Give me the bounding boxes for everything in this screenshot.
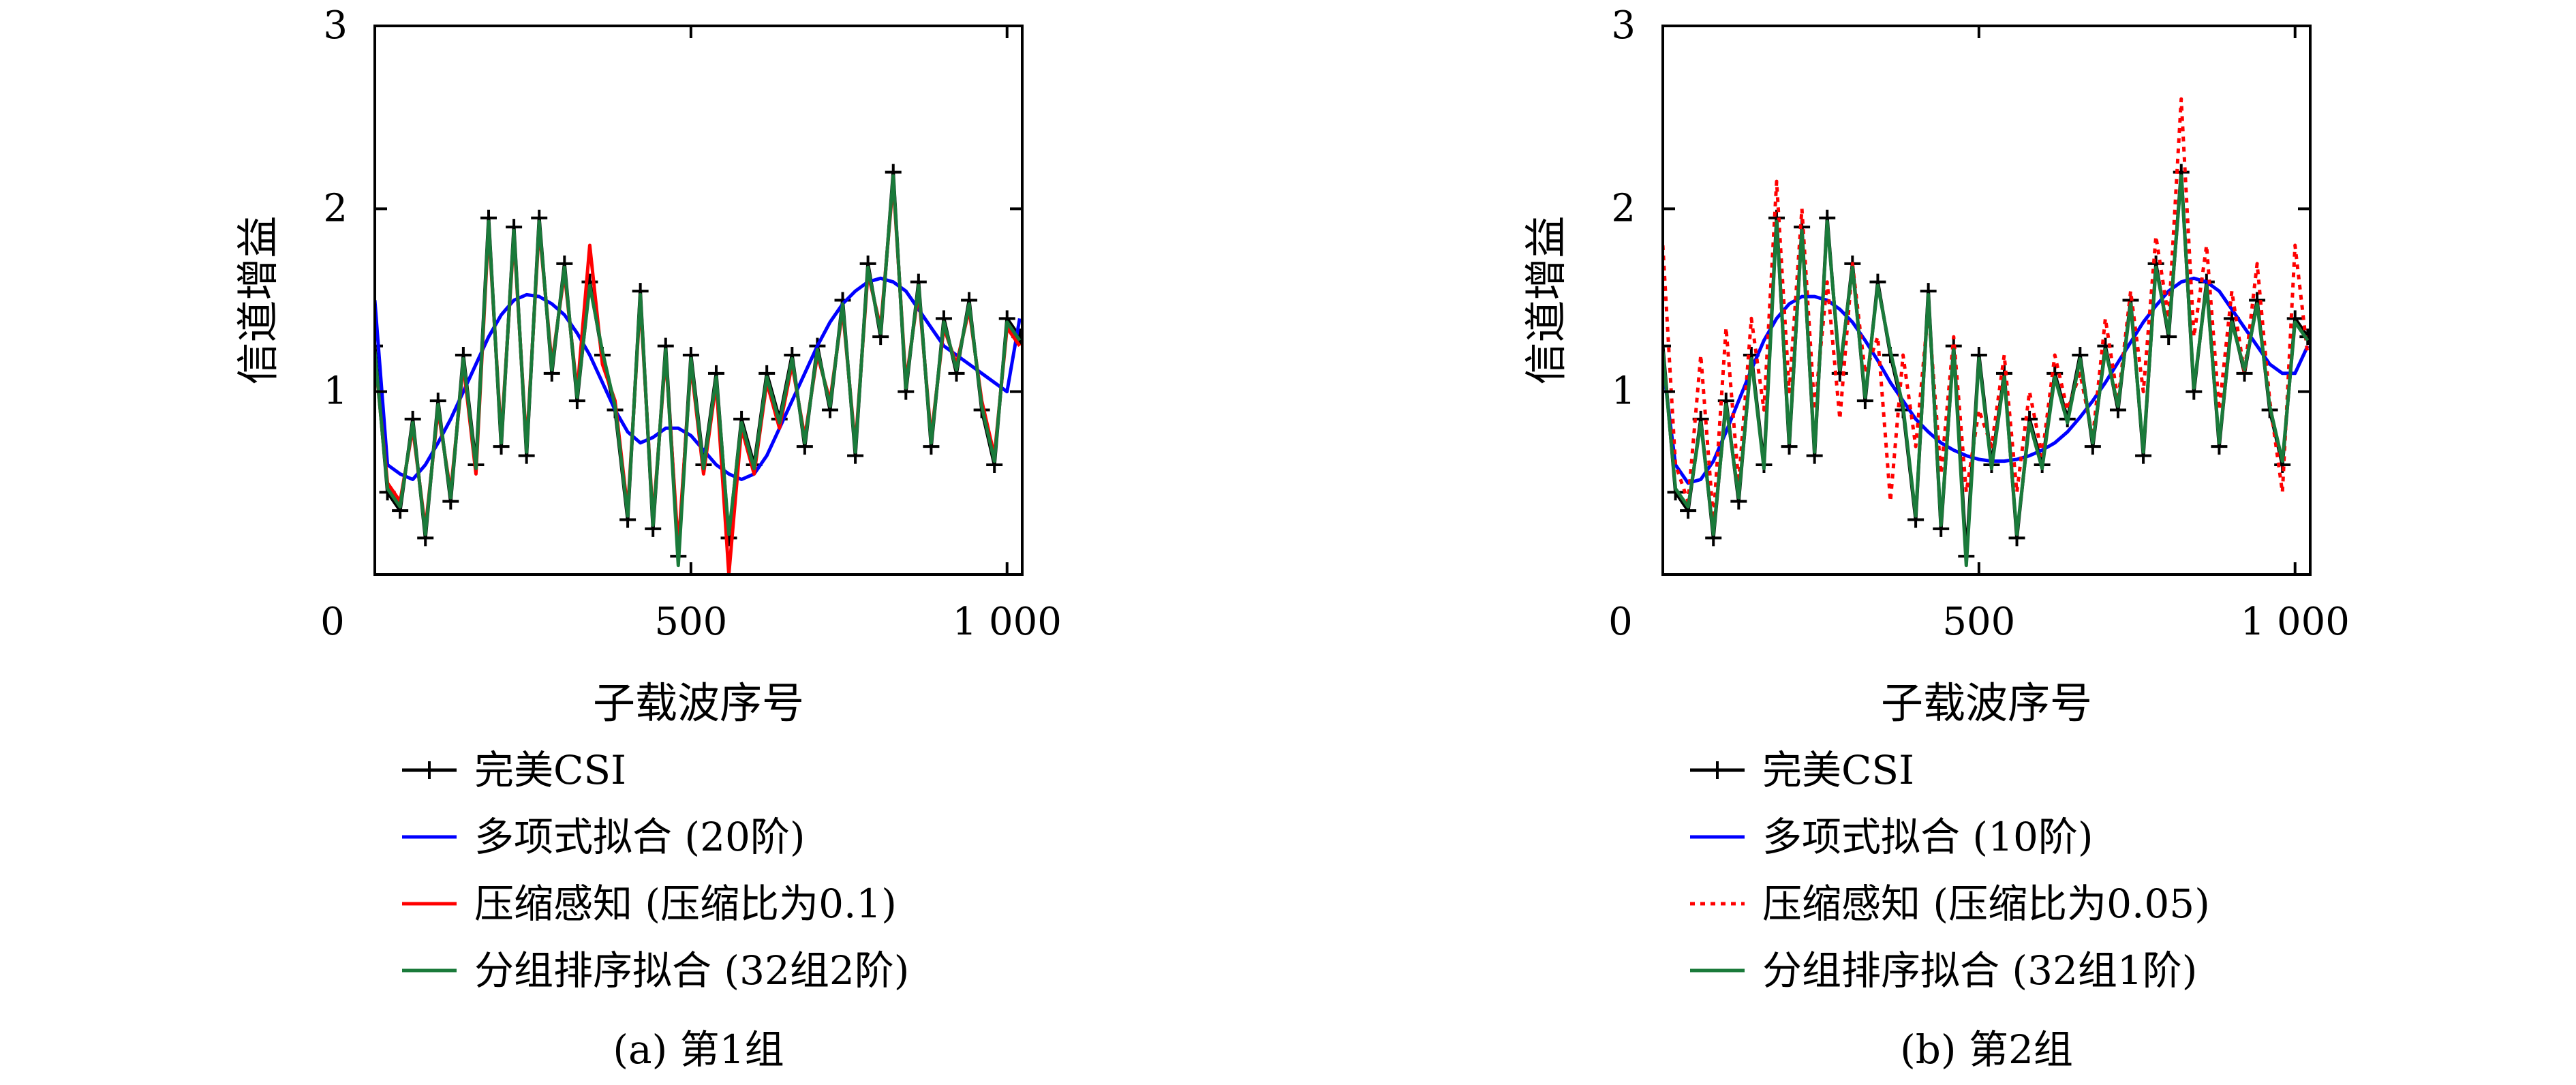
data-point-marker bbox=[1663, 337, 1671, 354]
x-tick-label: 0 bbox=[320, 600, 345, 644]
plot-frame bbox=[1661, 25, 2312, 576]
legend-label-compressed-sensing: 压缩感知 (压缩比为0.05) bbox=[1762, 881, 2210, 927]
legend-label-compressed-sensing: 压缩感知 (压缩比为0.1) bbox=[474, 881, 897, 927]
chart-panel-b: 0 500 1 000 1 2 3 子载波序号 信道增益完美CSI 多项式拟合 (10阶) 压缩感… bbox=[1288, 0, 2576, 1085]
series-line-group-sort-fit bbox=[375, 174, 1022, 568]
y-axis-label: 信道增益 bbox=[233, 215, 283, 384]
data-point-marker bbox=[2299, 328, 2310, 346]
series-line-group-sort-fit bbox=[1663, 174, 2310, 568]
x-axis-label: 子载波序号 bbox=[1881, 678, 2092, 728]
plot-frame bbox=[373, 25, 1024, 576]
series-line-compressed-sensing bbox=[375, 179, 1022, 575]
legend-label-perfect-csi: 完美CSI bbox=[1762, 747, 1914, 793]
series-line-compressed-sensing bbox=[1663, 97, 2310, 521]
series-line-perfect-csi bbox=[1663, 170, 2310, 558]
series-group bbox=[1663, 97, 2310, 568]
y-tick-label: 3 bbox=[323, 3, 348, 48]
legend-label-polynomial-fit: 多项式拟合 (20阶) bbox=[474, 814, 806, 860]
y-tick-label: 2 bbox=[1611, 186, 1636, 230]
y-tick-label: 3 bbox=[1611, 3, 1636, 48]
y-tick-label: 1 bbox=[1611, 369, 1636, 414]
legend-label-group-sort-fit: 分组排序拟合 (32组1阶) bbox=[1762, 947, 2197, 994]
y-axis-label: 信道增益 bbox=[1521, 215, 1571, 384]
chart-panel-a: 0 500 1 000 1 2 3 子载波序号 信道增益完美CSI 多项式拟合 (20阶) 压缩感… bbox=[233, 3, 1062, 1073]
x-tick-label: 1 000 bbox=[953, 600, 1062, 644]
x-axis-label: 子载波序号 bbox=[593, 678, 804, 728]
legend-label-group-sort-fit: 分组排序拟合 (32组2阶) bbox=[474, 947, 909, 994]
x-tick-label: 500 bbox=[654, 600, 727, 644]
figure-caption: (a) 第1组 bbox=[613, 1026, 784, 1073]
data-point-marker bbox=[375, 337, 383, 354]
x-tick-label: 500 bbox=[1942, 600, 2015, 644]
series-group bbox=[375, 164, 1022, 575]
x-tick-label: 0 bbox=[1608, 600, 1633, 644]
series-line-perfect-csi bbox=[375, 170, 1022, 558]
figure-caption: (b) 第2组 bbox=[1900, 1026, 2073, 1073]
legend-label-perfect-csi: 完美CSI bbox=[474, 747, 626, 793]
legend-label-polynomial-fit: 多项式拟合 (10阶) bbox=[1762, 814, 2094, 860]
y-tick-label: 2 bbox=[323, 186, 348, 230]
y-tick-label: 1 bbox=[323, 369, 348, 414]
x-tick-label: 1 000 bbox=[2241, 600, 2350, 644]
